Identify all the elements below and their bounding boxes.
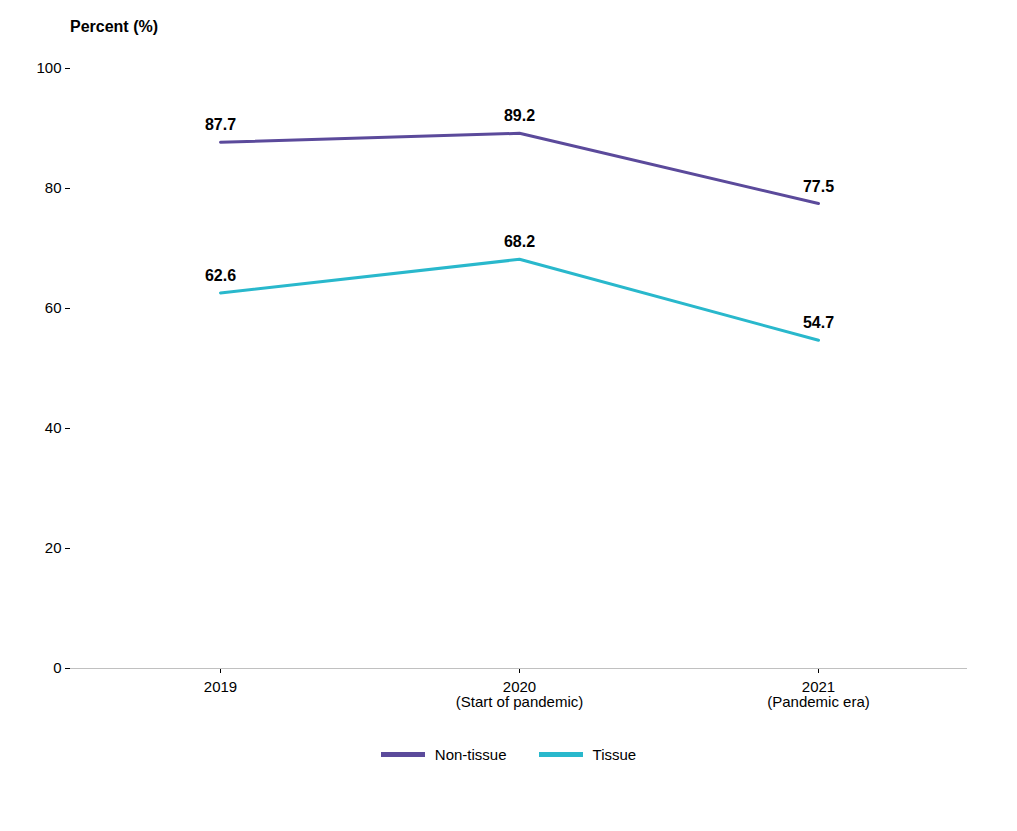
html-text:Percent (%): Percent (%) <box>70 18 158 35</box>
svg-text:87.7: 87.7 <box>205 116 236 133</box>
svg-text:2020(Start of pandemic): 2020(Start of pandemic) <box>456 678 584 710</box>
svg-text:2021(Pandemic era): 2021(Pandemic era) <box>767 678 870 710</box>
svg-text:68.2: 68.2 <box>504 233 535 250</box>
svg-text:0: 0 <box>53 659 61 676</box>
svg-text:80: 80 <box>45 179 62 196</box>
svg-text:89.2: 89.2 <box>504 107 535 124</box>
svg-text:20: 20 <box>45 539 62 556</box>
svg-text:100: 100 <box>36 59 61 76</box>
svg-text:60: 60 <box>45 299 62 316</box>
svg-text:77.5: 77.5 <box>803 178 834 195</box>
svg-text:54.7: 54.7 <box>803 314 834 331</box>
svg-text:40: 40 <box>45 419 62 436</box>
html-text:Non-tissue: Non-tissue <box>434 746 507 763</box>
svg-text:2019: 2019 <box>204 678 237 695</box>
html-text:Tissue: Tissue <box>592 746 637 763</box>
svg-text:62.6: 62.6 <box>205 267 236 284</box>
